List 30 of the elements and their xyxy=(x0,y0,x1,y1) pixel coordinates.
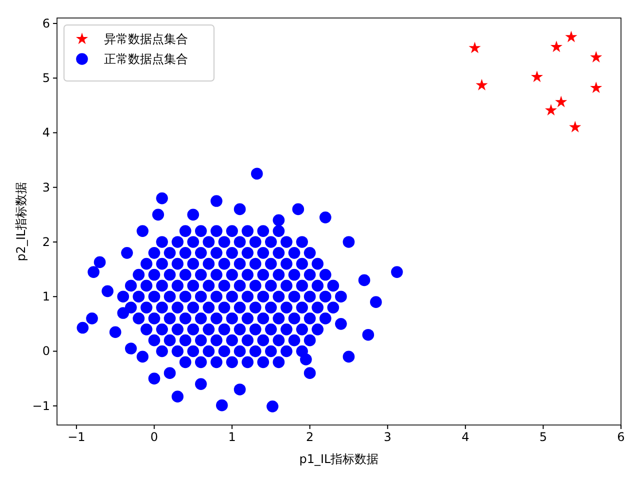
y-tick-label: −1 xyxy=(32,398,50,413)
x-tick-label: 0 xyxy=(150,430,158,444)
y-axis-title: p2_IL指标数据 xyxy=(14,182,28,262)
y-tick-label: 3 xyxy=(42,180,50,194)
point xyxy=(550,40,562,52)
x-tick-label: 5 xyxy=(539,430,548,444)
legend-label: 正常数据点集合 xyxy=(104,52,188,66)
point xyxy=(569,120,582,132)
x-tick-label: 4 xyxy=(462,430,470,444)
y-tick-label: 0 xyxy=(42,344,50,358)
point xyxy=(565,30,578,42)
point xyxy=(555,96,568,108)
point xyxy=(530,70,544,82)
y-tick-label: 4 xyxy=(42,126,50,140)
y-tick-label: 2 xyxy=(42,234,50,249)
point xyxy=(468,42,481,54)
x-tick-label: 6 xyxy=(617,430,625,444)
legend-label: 异常数据点集合 xyxy=(104,32,188,46)
x-axis-title: p1_IL指标数据 xyxy=(299,452,379,466)
x-tick-label: 1 xyxy=(228,430,236,444)
point xyxy=(476,78,488,90)
point xyxy=(544,104,558,116)
x-tick-label: −1 xyxy=(68,430,86,444)
point xyxy=(590,51,602,62)
x-tick-label: 2 xyxy=(306,430,314,444)
y-tick-label: 6 xyxy=(42,16,50,30)
x-tick-label: 3 xyxy=(384,430,392,444)
y-tick-label: 5 xyxy=(42,71,50,86)
y-tick-label: 1 xyxy=(42,290,50,304)
point xyxy=(590,82,602,94)
